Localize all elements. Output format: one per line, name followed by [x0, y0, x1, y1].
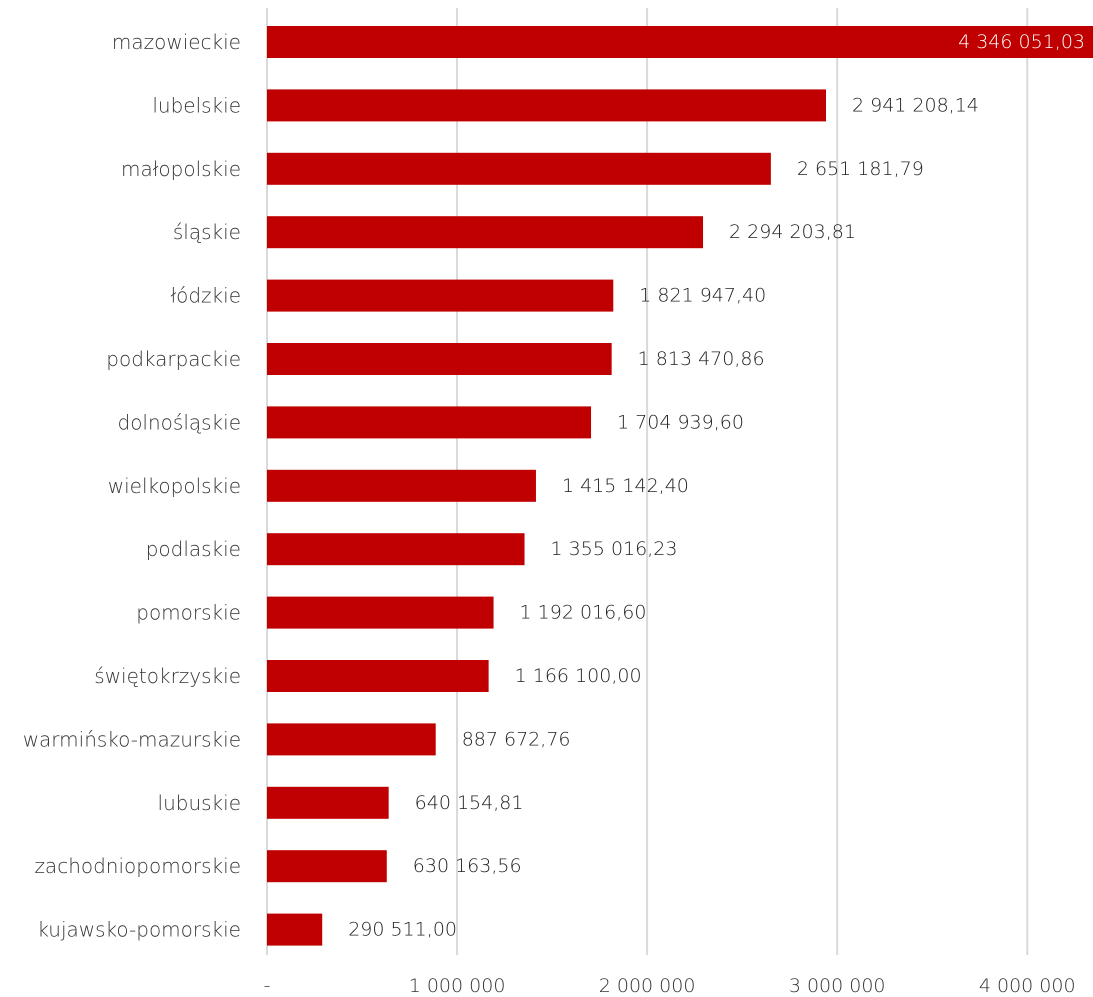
category-label: lubelskie	[152, 93, 241, 117]
x-axis-tick-labels: - 1 000 000 2 000 000 3 000 000 4 000 000	[264, 975, 1076, 997]
category-label: pomorskie	[136, 601, 241, 625]
category-label: małopolskie	[121, 157, 241, 181]
bar	[267, 913, 323, 946]
category-label: kujawsko-pomorskie	[37, 918, 241, 942]
bar	[267, 850, 387, 883]
x-tick-label: 3 000 000	[789, 975, 886, 997]
bar	[267, 533, 525, 566]
bar	[267, 216, 704, 249]
bar	[267, 660, 489, 692]
bar	[267, 786, 389, 819]
bar	[267, 469, 536, 502]
category-label: podlaskie	[146, 537, 241, 561]
x-tick-label: 4 000 000	[979, 975, 1076, 997]
category-label: zachodniopomorskie	[34, 854, 241, 878]
category-label: mazowieckie	[112, 30, 241, 54]
category-label: dolnośląskie	[118, 410, 242, 434]
data-label: 1 813 470,86	[638, 348, 765, 370]
data-label: 4 346 051,03	[958, 31, 1085, 53]
bar	[267, 723, 436, 756]
bar	[267, 152, 771, 185]
x-tick-label: 2 000 000	[599, 975, 696, 997]
category-label: świętokrzyskie	[94, 664, 241, 688]
x-tick-label: -	[264, 975, 271, 997]
bar	[267, 279, 614, 312]
bars	[267, 26, 1093, 946]
category-label: podkarpackie	[106, 347, 241, 371]
data-label: 887 672,76	[462, 728, 571, 750]
data-label: 2 941 208,14	[852, 94, 979, 116]
bar	[267, 596, 494, 629]
category-label: łódzkie	[170, 284, 241, 308]
data-label: 640 154,81	[415, 792, 524, 814]
bar	[267, 89, 826, 122]
data-label: 1 166 100,00	[515, 665, 642, 687]
bar	[267, 406, 592, 439]
data-label: 290 511,00	[348, 919, 457, 941]
category-labels: mazowieckie lubelskie małopolskie śląskie łó…	[23, 30, 241, 942]
data-label: 1 821 947,40	[639, 285, 766, 307]
category-label: wielkopolskie	[108, 474, 241, 498]
data-label: 1 192 016,60	[520, 602, 647, 624]
x-tick-label: 1 000 000	[409, 975, 506, 997]
category-label: warmińsko-mazurskie	[23, 727, 241, 751]
data-label: 2 294 203,81	[729, 221, 856, 243]
data-label: 1 704 939,60	[617, 411, 744, 433]
category-label: śląskie	[173, 220, 241, 244]
bar	[267, 343, 612, 375]
value-labels: 4 346 051,03 2 941 208,14 2 651 181,79 2 29…	[348, 31, 1085, 941]
data-label: 2 651 181,79	[797, 158, 924, 180]
data-label: 1 415 142,40	[562, 475, 689, 497]
category-label: lubuskie	[158, 791, 241, 815]
bar	[267, 26, 1093, 58]
data-label: 1 355 016,23	[551, 538, 678, 560]
data-label: 630 163,56	[413, 855, 522, 877]
